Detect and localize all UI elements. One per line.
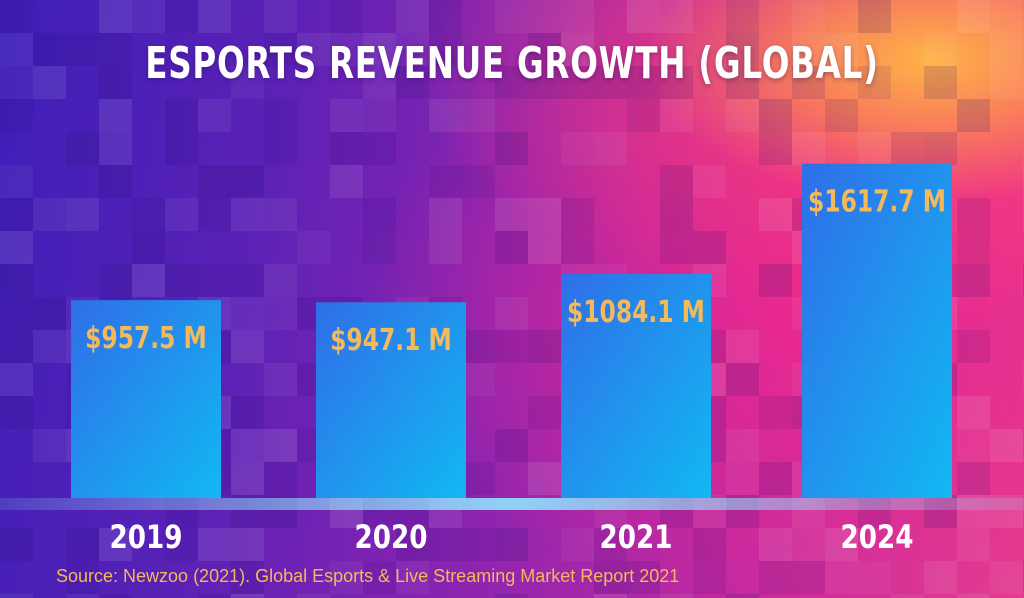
value-label-2024: $1617.7 M bbox=[808, 185, 946, 220]
x-tick-label-2024: 2024 bbox=[840, 518, 913, 555]
x-tick-label-2020: 2020 bbox=[354, 518, 427, 555]
value-label-2020: $947.1 M bbox=[330, 324, 452, 359]
value-label-2019: $957.5 M bbox=[85, 321, 207, 356]
bar-2021 bbox=[561, 273, 711, 498]
chart-title: ESPORTS REVENUE GROWTH (GLOBAL) bbox=[145, 38, 879, 89]
source-note: Source: Newzoo (2021). Global Esports & … bbox=[56, 566, 680, 586]
x-tick-label-2021: 2021 bbox=[599, 518, 672, 555]
x-tick-label-2019: 2019 bbox=[109, 518, 182, 555]
baseline-glow bbox=[0, 498, 1024, 510]
bar-2019 bbox=[71, 300, 221, 498]
value-label-2021: $1084.1 M bbox=[567, 295, 705, 330]
bar-2024 bbox=[802, 163, 952, 498]
bar-2020 bbox=[316, 302, 466, 498]
